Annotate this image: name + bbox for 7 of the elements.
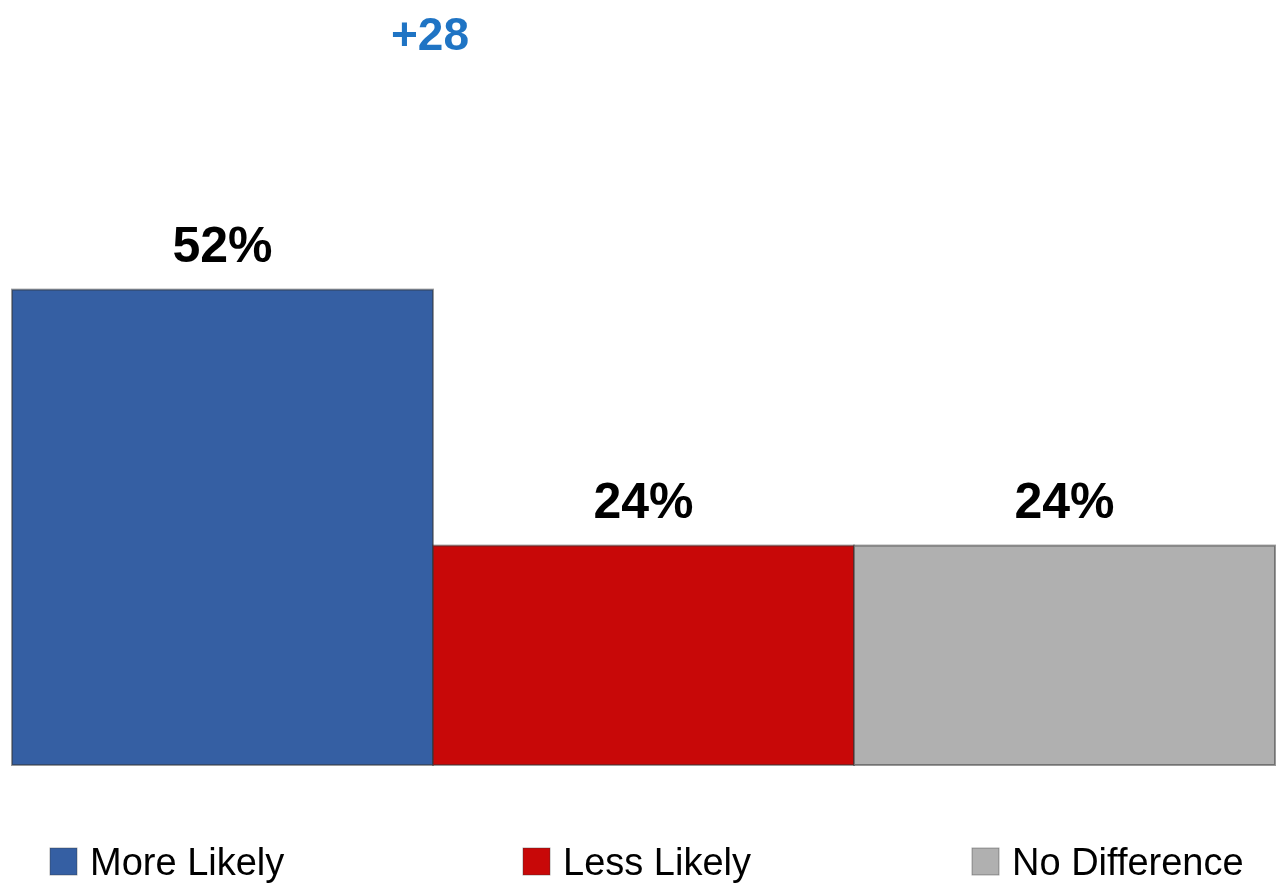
legend-label: Less Likely <box>563 841 751 883</box>
legend-label: No Difference <box>1012 841 1244 883</box>
data-label: 52% <box>172 216 273 273</box>
data-label: 24% <box>593 472 694 529</box>
legend-label: More Likely <box>90 841 285 883</box>
text: +28 <box>390 8 470 60</box>
data-label: 24% <box>1014 472 1115 529</box>
